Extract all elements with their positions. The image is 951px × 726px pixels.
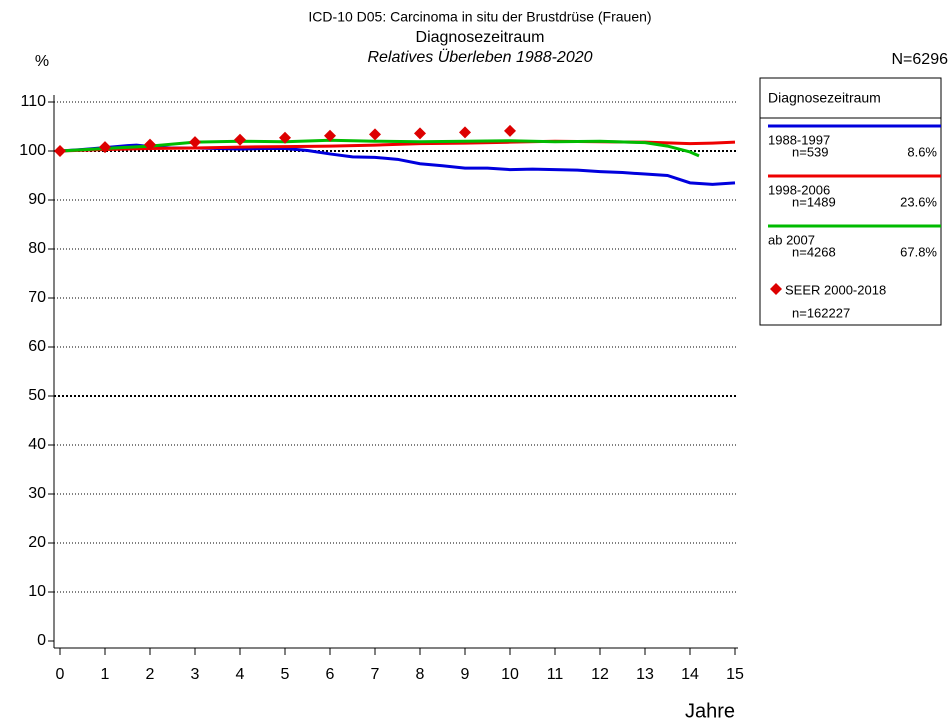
seer-marker: [189, 136, 201, 149]
legend-label: ab 2007: [768, 232, 815, 247]
legend-count: n=539: [792, 144, 829, 159]
x-tick-label: 4: [236, 666, 245, 683]
y-tick-label: 90: [28, 191, 46, 208]
x-tick-label: 3: [191, 666, 200, 683]
subtitle: Relatives Überleben 1988-2020: [367, 48, 592, 66]
y-tick-label: 0: [37, 632, 46, 649]
y-tick-label: 70: [28, 289, 46, 306]
x-tick-label: 0: [56, 666, 65, 683]
x-tick-label: 7: [371, 666, 380, 683]
subtitle: Diagnosezeitraum: [416, 29, 545, 46]
seer-marker: [459, 126, 471, 139]
x-tick-label: 10: [501, 666, 519, 683]
x-tick-label: 9: [461, 666, 470, 683]
y-tick-label: 30: [28, 485, 46, 502]
seer-marker: [324, 129, 336, 142]
x-tick-label: 8: [416, 666, 425, 683]
legend-label: 1998-2006: [768, 182, 830, 197]
y-tick-label: 10: [28, 583, 46, 600]
y-axis-label: %: [35, 53, 49, 70]
legend-marker: [770, 283, 782, 295]
total-count: N=6296: [892, 51, 949, 68]
x-tick-label: 6: [326, 666, 335, 683]
seer-marker: [234, 133, 246, 146]
y-tick-label: 40: [28, 436, 46, 453]
legend-count: n=4268: [792, 244, 836, 259]
legend-share: 8.6%: [907, 144, 937, 159]
x-tick-label: 1: [101, 666, 110, 683]
seer-marker: [99, 141, 111, 154]
y-tick-label: 20: [28, 534, 46, 551]
legend-count: n=1489: [792, 194, 836, 209]
seer-marker: [369, 128, 381, 141]
y-tick-label: 80: [28, 240, 46, 257]
legend-label: SEER 2000-2018: [785, 282, 886, 297]
legend-box: [759, 77, 942, 326]
series-line: [59, 139, 736, 153]
x-tick-label: 14: [681, 666, 699, 683]
y-tick-label: 50: [28, 387, 46, 404]
chart-title: ICD-10 D05: Carcinoma in situ der Brustd…: [308, 9, 651, 25]
seer-marker: [414, 127, 426, 140]
seer-marker: [279, 131, 291, 144]
y-tick-label: 100: [19, 142, 46, 159]
y-tick-label: 110: [20, 93, 46, 110]
x-tick-label: 5: [281, 666, 290, 683]
legend-share: 67.8%: [900, 244, 937, 259]
legend-share: 23.6%: [900, 194, 937, 209]
x-axis-label: Jahre: [685, 700, 735, 722]
x-tick-label: 13: [636, 666, 654, 683]
x-tick-label: 15: [726, 666, 744, 683]
y-tick-label: 60: [28, 338, 46, 355]
seer-marker: [144, 138, 156, 151]
legend-title: Diagnosezeitraum: [768, 90, 881, 106]
series-line: [59, 143, 736, 186]
series-line: [59, 138, 700, 158]
x-tick-label: 2: [146, 666, 155, 683]
seer-marker: [54, 145, 66, 157]
legend-count: n=162227: [792, 305, 850, 320]
legend-label: 1988-1997: [768, 132, 830, 147]
seer-marker: [504, 124, 516, 137]
x-tick-label: 12: [591, 666, 609, 683]
x-tick-label: 11: [547, 666, 564, 683]
